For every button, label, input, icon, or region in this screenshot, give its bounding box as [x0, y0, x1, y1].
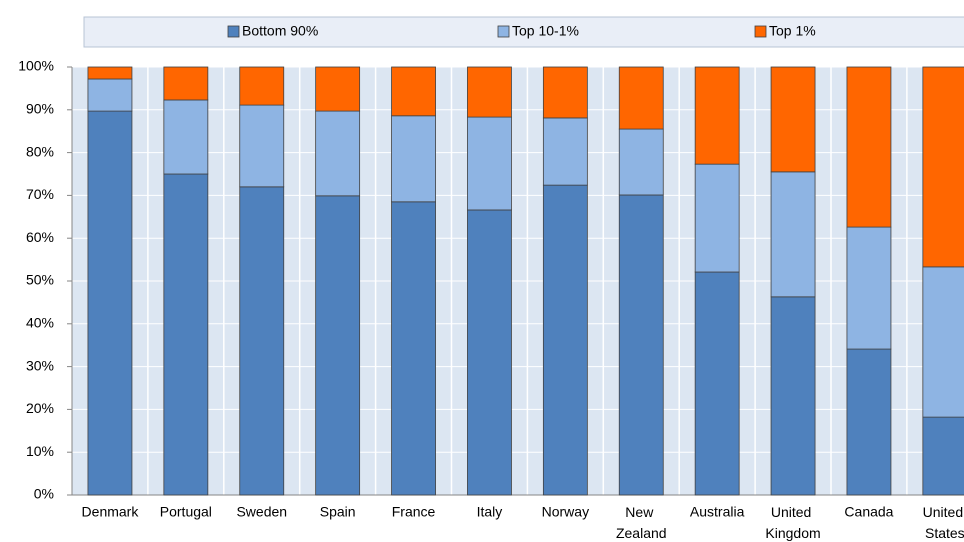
bar-segment [391, 201, 436, 496]
x-tick-label: Italy [477, 504, 503, 520]
bar-segment [163, 173, 209, 496]
bar-segment [542, 184, 588, 496]
x-tick-label: Canada [844, 504, 893, 520]
legend-swatch [754, 25, 767, 38]
y-tick-label: 30% [26, 357, 54, 373]
x-tick-label: United States [923, 504, 964, 541]
bar-segment [391, 66, 436, 117]
bar-segment [770, 171, 816, 298]
y-tick-label: 20% [26, 400, 54, 416]
bar-segment [239, 104, 285, 188]
bar-segment [770, 66, 816, 173]
bar-segment [467, 66, 512, 118]
bar-segment [239, 66, 285, 106]
legend-swatch [497, 25, 510, 38]
bar-segment [618, 194, 664, 496]
x-tick-label: Portugal [160, 504, 212, 520]
bar-segment [315, 66, 361, 112]
y-tick-label: 40% [26, 315, 54, 331]
bar-segment [694, 66, 740, 165]
y-tick-label: 50% [26, 272, 54, 288]
bar-segment [846, 226, 892, 350]
y-tick-label: 70% [26, 186, 54, 202]
x-tick-label: Denmark [82, 504, 140, 520]
bar-segment [467, 116, 512, 211]
bar-segment [694, 271, 740, 496]
bar-segment [87, 78, 133, 112]
x-tick-label: France [392, 504, 436, 520]
legend-label: Bottom 90% [242, 23, 318, 39]
bar-segment [315, 110, 361, 197]
x-tick-label: Australia [690, 504, 745, 520]
bar-segment [846, 66, 892, 228]
x-tick-label: New Zealand [616, 504, 667, 541]
bar-segment [315, 195, 361, 496]
bar-segment [163, 66, 209, 101]
y-tick-label: 90% [26, 101, 54, 117]
bar-segment [87, 66, 133, 80]
bar-segment [542, 66, 588, 119]
legend-swatch [227, 25, 240, 38]
bar-segment [922, 416, 964, 496]
bar-segment [542, 117, 588, 186]
bar-segment [87, 110, 133, 496]
bar-segment [922, 266, 964, 418]
legend-label: Top 1% [769, 23, 816, 39]
bar-segment [391, 115, 436, 203]
y-tick-label: 60% [26, 229, 54, 245]
bar-segment [846, 348, 892, 496]
bar-segment [618, 128, 664, 196]
bar-segment [467, 209, 512, 496]
bar-segment [694, 163, 740, 273]
bar-segment [239, 186, 285, 496]
x-tick-label: Norway [542, 504, 589, 520]
y-tick-label: 10% [26, 443, 54, 459]
x-tick-label: United Kingdom [765, 504, 820, 541]
x-tick-label: Spain [320, 504, 356, 520]
y-tick-label: 80% [26, 143, 54, 159]
legend-label: Top 10-1% [512, 23, 579, 39]
x-tick-label: Sweden [236, 504, 287, 520]
y-tick-label: 100% [18, 58, 54, 74]
bar-segment [618, 66, 664, 130]
bar-segment [922, 66, 964, 268]
y-tick-label: 0% [34, 486, 54, 502]
bar-segment [163, 99, 209, 175]
bar-segment [770, 296, 816, 496]
